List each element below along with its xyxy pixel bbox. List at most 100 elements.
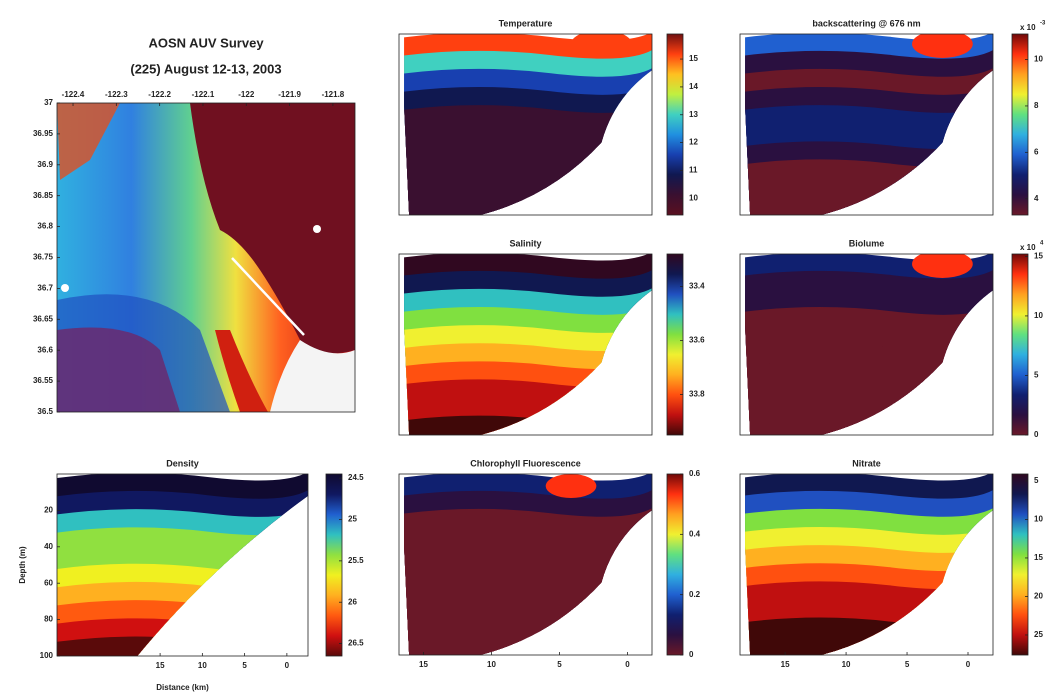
x-tick-label: 15 [419,660,428,669]
x-tick-label: -121.8 [322,90,345,99]
x-tick-label: 0 [625,660,630,669]
colorbar-tick-label: 26 [348,597,357,606]
y-tick-label: 60 [44,578,53,587]
colorbar-tick-label: 15 [1034,251,1043,260]
y-tick-label: 36.6 [37,345,53,354]
colorbar-tick-label: 33.4 [689,282,705,291]
colorbar-tick-label: 10 [1034,515,1043,524]
x-tick-label: 5 [557,660,562,669]
colorbar-multiplier: x 10 [1020,243,1036,252]
x-tick-label: -122.4 [62,90,85,99]
field-band [57,636,308,656]
y-tick-label: 36.65 [33,314,54,323]
x-tick-label: 5 [905,660,910,669]
colorbar [667,34,683,215]
field-band [399,415,652,435]
colorbar-tick-label: 33.8 [689,390,705,399]
x-tick-label: 0 [966,660,971,669]
y-tick-label: 36.9 [37,160,53,169]
x-tick-label: 0 [285,661,290,670]
colorbar-exponent: -3 [1040,21,1046,27]
x-tick-label: 5 [242,661,247,670]
colorbar-tick-label: 33.6 [689,336,705,345]
colorbar-tick-label: 25 [348,515,357,524]
y-tick-label: 40 [44,542,53,551]
section-field [399,30,652,215]
colorbar-tick-label: 0 [1034,430,1039,439]
section-field [57,472,308,656]
colorbar-multiplier: x 10 [1020,23,1036,32]
section-field [399,252,652,435]
x-tick-label: 10 [487,660,496,669]
y-tick-label: 36.75 [33,253,54,262]
y-tick-label: 80 [44,615,53,624]
x-tick-label: -122 [238,90,255,99]
panel-title: Temperature [499,18,553,28]
map-subtitle: (225) August 12-13, 2003 [130,61,281,76]
colorbar-tick-label: 14 [689,82,698,91]
y-axis-label: Depth (m) [18,546,27,584]
patch [546,474,597,498]
colorbar-tick-label: 0.2 [689,590,701,599]
colorbar-tick-label: 10 [1034,55,1043,64]
x-tick-label: 10 [198,661,207,670]
colorbar-tick-label: 26.5 [348,639,364,648]
x-tick-label: -122.1 [192,90,215,99]
colorbar [1012,254,1028,435]
colorbar-tick-label: 8 [1034,101,1039,110]
field-band [740,415,993,435]
field-band [399,635,652,655]
colorbar-tick-label: 25.5 [348,556,364,565]
colorbar-tick-label: 25 [1034,630,1043,639]
y-tick-label: 100 [40,651,54,660]
colorbar [1012,34,1028,215]
y-tick-label: 36.95 [33,129,54,138]
colorbar-tick-label: 10 [689,193,698,202]
y-tick-label: 36.55 [33,376,54,385]
x-tick-label: 15 [156,661,165,670]
colorbar-tick-label: 5 [1034,476,1039,485]
x-tick-label: 10 [842,660,851,669]
y-tick-label: 36.8 [37,222,53,231]
x-tick-label: -121.9 [278,90,301,99]
panel-title: Density [166,458,199,468]
y-tick-label: 36.85 [33,191,54,200]
colorbar-exponent: 4 [1040,241,1044,247]
colorbar-tick-label: 5 [1034,371,1039,380]
colorbar [667,474,683,655]
section-field [740,30,993,215]
x-axis-label: Distance (km) [156,683,209,692]
colorbar-tick-label: 11 [689,166,698,175]
colorbar-tick-label: 4 [1034,194,1039,203]
colorbar-tick-label: 6 [1034,147,1039,156]
map-image [57,103,355,412]
x-tick-label: 15 [781,660,790,669]
panel-title: Biolume [849,238,885,248]
colorbar-tick-label: 0 [689,650,694,659]
x-tick-label: -122.3 [105,90,128,99]
colorbar [326,474,342,656]
section-field [740,472,993,655]
map-title: AOSN AUV Survey [148,35,264,50]
y-tick-label: 36.7 [37,284,53,293]
field-band [740,635,993,655]
y-tick-label: 37 [44,98,53,107]
y-tick-label: 36.5 [37,407,53,416]
colorbar [667,254,683,435]
panel-title: Nitrate [852,458,881,468]
colorbar-tick-label: 10 [1034,311,1043,320]
colorbar-tick-label: 15 [1034,553,1043,562]
field-band [740,195,993,215]
panel-title: Salinity [509,238,541,248]
panel-title: backscattering @ 676 nm [812,18,920,28]
x-tick-label: -122.2 [148,90,171,99]
colorbar [1012,474,1028,655]
colorbar-tick-label: 24.5 [348,473,364,482]
colorbar-tick-label: 20 [1034,592,1043,601]
colorbar-tick-label: 13 [689,110,698,119]
colorbar-tick-label: 15 [689,54,698,63]
colorbar-tick-label: 12 [689,138,698,147]
colorbar-tick-label: 0.4 [689,529,701,538]
field-band [399,195,652,215]
colorbar-tick-label: 0.6 [689,469,701,478]
